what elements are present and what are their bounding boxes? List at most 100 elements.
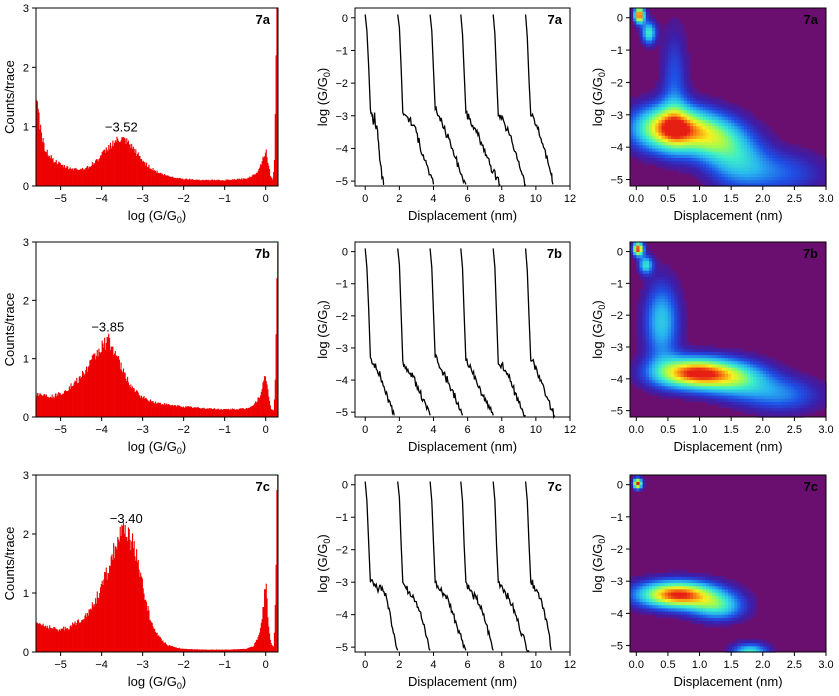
histogram-bar <box>258 397 260 417</box>
density-cell <box>728 591 732 596</box>
density-cell <box>636 329 641 334</box>
density-cell <box>671 307 675 312</box>
density-cell <box>737 138 742 143</box>
density-cell <box>731 163 735 168</box>
histogram-bar <box>199 649 201 652</box>
density-cell <box>791 379 795 384</box>
density-cell <box>674 591 679 596</box>
density-cell <box>753 182 758 187</box>
density-cell <box>747 604 751 609</box>
histogram-bar <box>142 160 144 186</box>
density-cell <box>639 329 644 334</box>
density-cell <box>747 370 751 374</box>
density-cell <box>791 170 795 174</box>
density-cell <box>683 166 688 171</box>
density-cell <box>781 373 786 377</box>
density-cell <box>816 385 821 390</box>
density-cell <box>664 65 669 69</box>
density-cell <box>781 401 786 406</box>
histogram-bar <box>261 161 263 186</box>
density-cell <box>718 382 723 387</box>
density-cell <box>721 170 726 174</box>
density-cell <box>652 160 656 165</box>
density-cell <box>709 395 713 399</box>
histogram-bar <box>92 604 94 652</box>
histogram-bar <box>244 179 246 186</box>
density-cell <box>712 385 716 390</box>
density-cell <box>677 360 682 365</box>
density-cell <box>633 112 637 117</box>
density-cell <box>737 585 742 590</box>
density-cell <box>743 388 748 393</box>
histogram-bar <box>132 146 134 186</box>
density-cell <box>677 332 682 337</box>
histogram-bar <box>255 639 257 652</box>
histogram-bar <box>156 403 158 417</box>
density-cell <box>636 475 641 479</box>
density-cell <box>674 52 679 57</box>
density-cell <box>737 141 742 146</box>
histogram-bar <box>214 409 216 417</box>
density-cell <box>686 573 691 577</box>
density-cell <box>652 326 656 331</box>
density-cell <box>705 357 710 362</box>
density-cell <box>740 591 745 596</box>
density-cell <box>819 154 824 158</box>
density-cell <box>633 376 637 381</box>
density-cell <box>705 392 710 396</box>
density-cell <box>715 173 720 178</box>
density-cell <box>649 370 653 374</box>
density-cell <box>664 74 669 79</box>
density-cell <box>664 103 669 108</box>
density-cell <box>731 401 735 406</box>
density-cell <box>680 382 685 387</box>
density-cell <box>747 157 751 162</box>
density-cell <box>649 345 653 349</box>
density-cell <box>740 392 745 396</box>
histogram-bar <box>204 409 207 417</box>
density-cell <box>633 360 637 365</box>
histogram-bar <box>90 359 92 417</box>
density-cell <box>690 87 694 92</box>
y-axis-label-end: ) <box>315 68 330 72</box>
density-cell <box>690 147 694 152</box>
density-cell <box>740 360 745 365</box>
histogram-bar <box>214 180 216 186</box>
histogram-bar <box>106 337 108 417</box>
density-cell <box>683 607 688 612</box>
density-cell <box>674 295 679 299</box>
histogram-bar <box>111 346 113 417</box>
histogram-bar <box>228 179 230 186</box>
density-cell <box>671 292 675 296</box>
density-cell <box>671 77 675 82</box>
density-cell <box>649 323 653 327</box>
density-cell <box>699 122 704 127</box>
density-cell <box>769 382 773 387</box>
density-cell <box>661 588 666 593</box>
histogram-bar <box>56 393 58 417</box>
density-cell <box>664 49 669 54</box>
histogram-bar <box>254 643 256 652</box>
density-cell <box>674 292 679 296</box>
density-cell <box>630 112 634 117</box>
density-cell <box>788 410 792 415</box>
density-cell <box>734 404 739 409</box>
density-cell <box>652 591 656 596</box>
density-cell <box>658 357 663 362</box>
density-cell <box>686 106 691 111</box>
density-cell <box>788 404 792 409</box>
density-cell <box>683 614 688 618</box>
density-cell <box>769 163 773 168</box>
density-cell <box>636 112 641 117</box>
density-cell <box>709 176 713 181</box>
density-cell <box>652 601 656 606</box>
density-cell <box>642 373 647 377</box>
density-cell <box>655 93 660 98</box>
density-cell <box>645 610 650 615</box>
density-cell <box>696 588 701 593</box>
y-axis-label-subscript: 0 <box>597 539 607 544</box>
histogram-bar <box>63 165 66 186</box>
density-cell <box>747 109 751 114</box>
density-cell <box>655 292 660 296</box>
density-cell <box>674 588 679 593</box>
